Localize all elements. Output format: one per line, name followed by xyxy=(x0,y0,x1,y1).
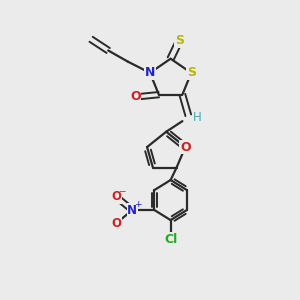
Text: N: N xyxy=(145,66,155,80)
Text: −: − xyxy=(118,186,125,195)
Text: O: O xyxy=(111,190,121,203)
Text: +: + xyxy=(134,200,141,209)
Text: O: O xyxy=(111,217,121,230)
Text: S: S xyxy=(187,66,196,80)
Text: O: O xyxy=(130,91,141,103)
Text: H: H xyxy=(193,110,202,124)
Text: Cl: Cl xyxy=(164,233,177,246)
Text: N: N xyxy=(127,204,137,217)
Text: O: O xyxy=(180,141,190,154)
Text: S: S xyxy=(175,34,184,47)
